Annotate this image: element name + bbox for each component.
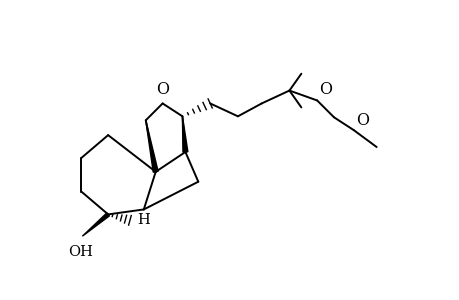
Polygon shape (182, 116, 187, 152)
Polygon shape (146, 120, 158, 172)
Text: O: O (319, 82, 331, 98)
Polygon shape (82, 213, 109, 236)
Text: OH: OH (68, 245, 93, 259)
Text: O: O (355, 112, 368, 129)
Text: O: O (156, 82, 169, 98)
Text: H: H (137, 213, 149, 227)
